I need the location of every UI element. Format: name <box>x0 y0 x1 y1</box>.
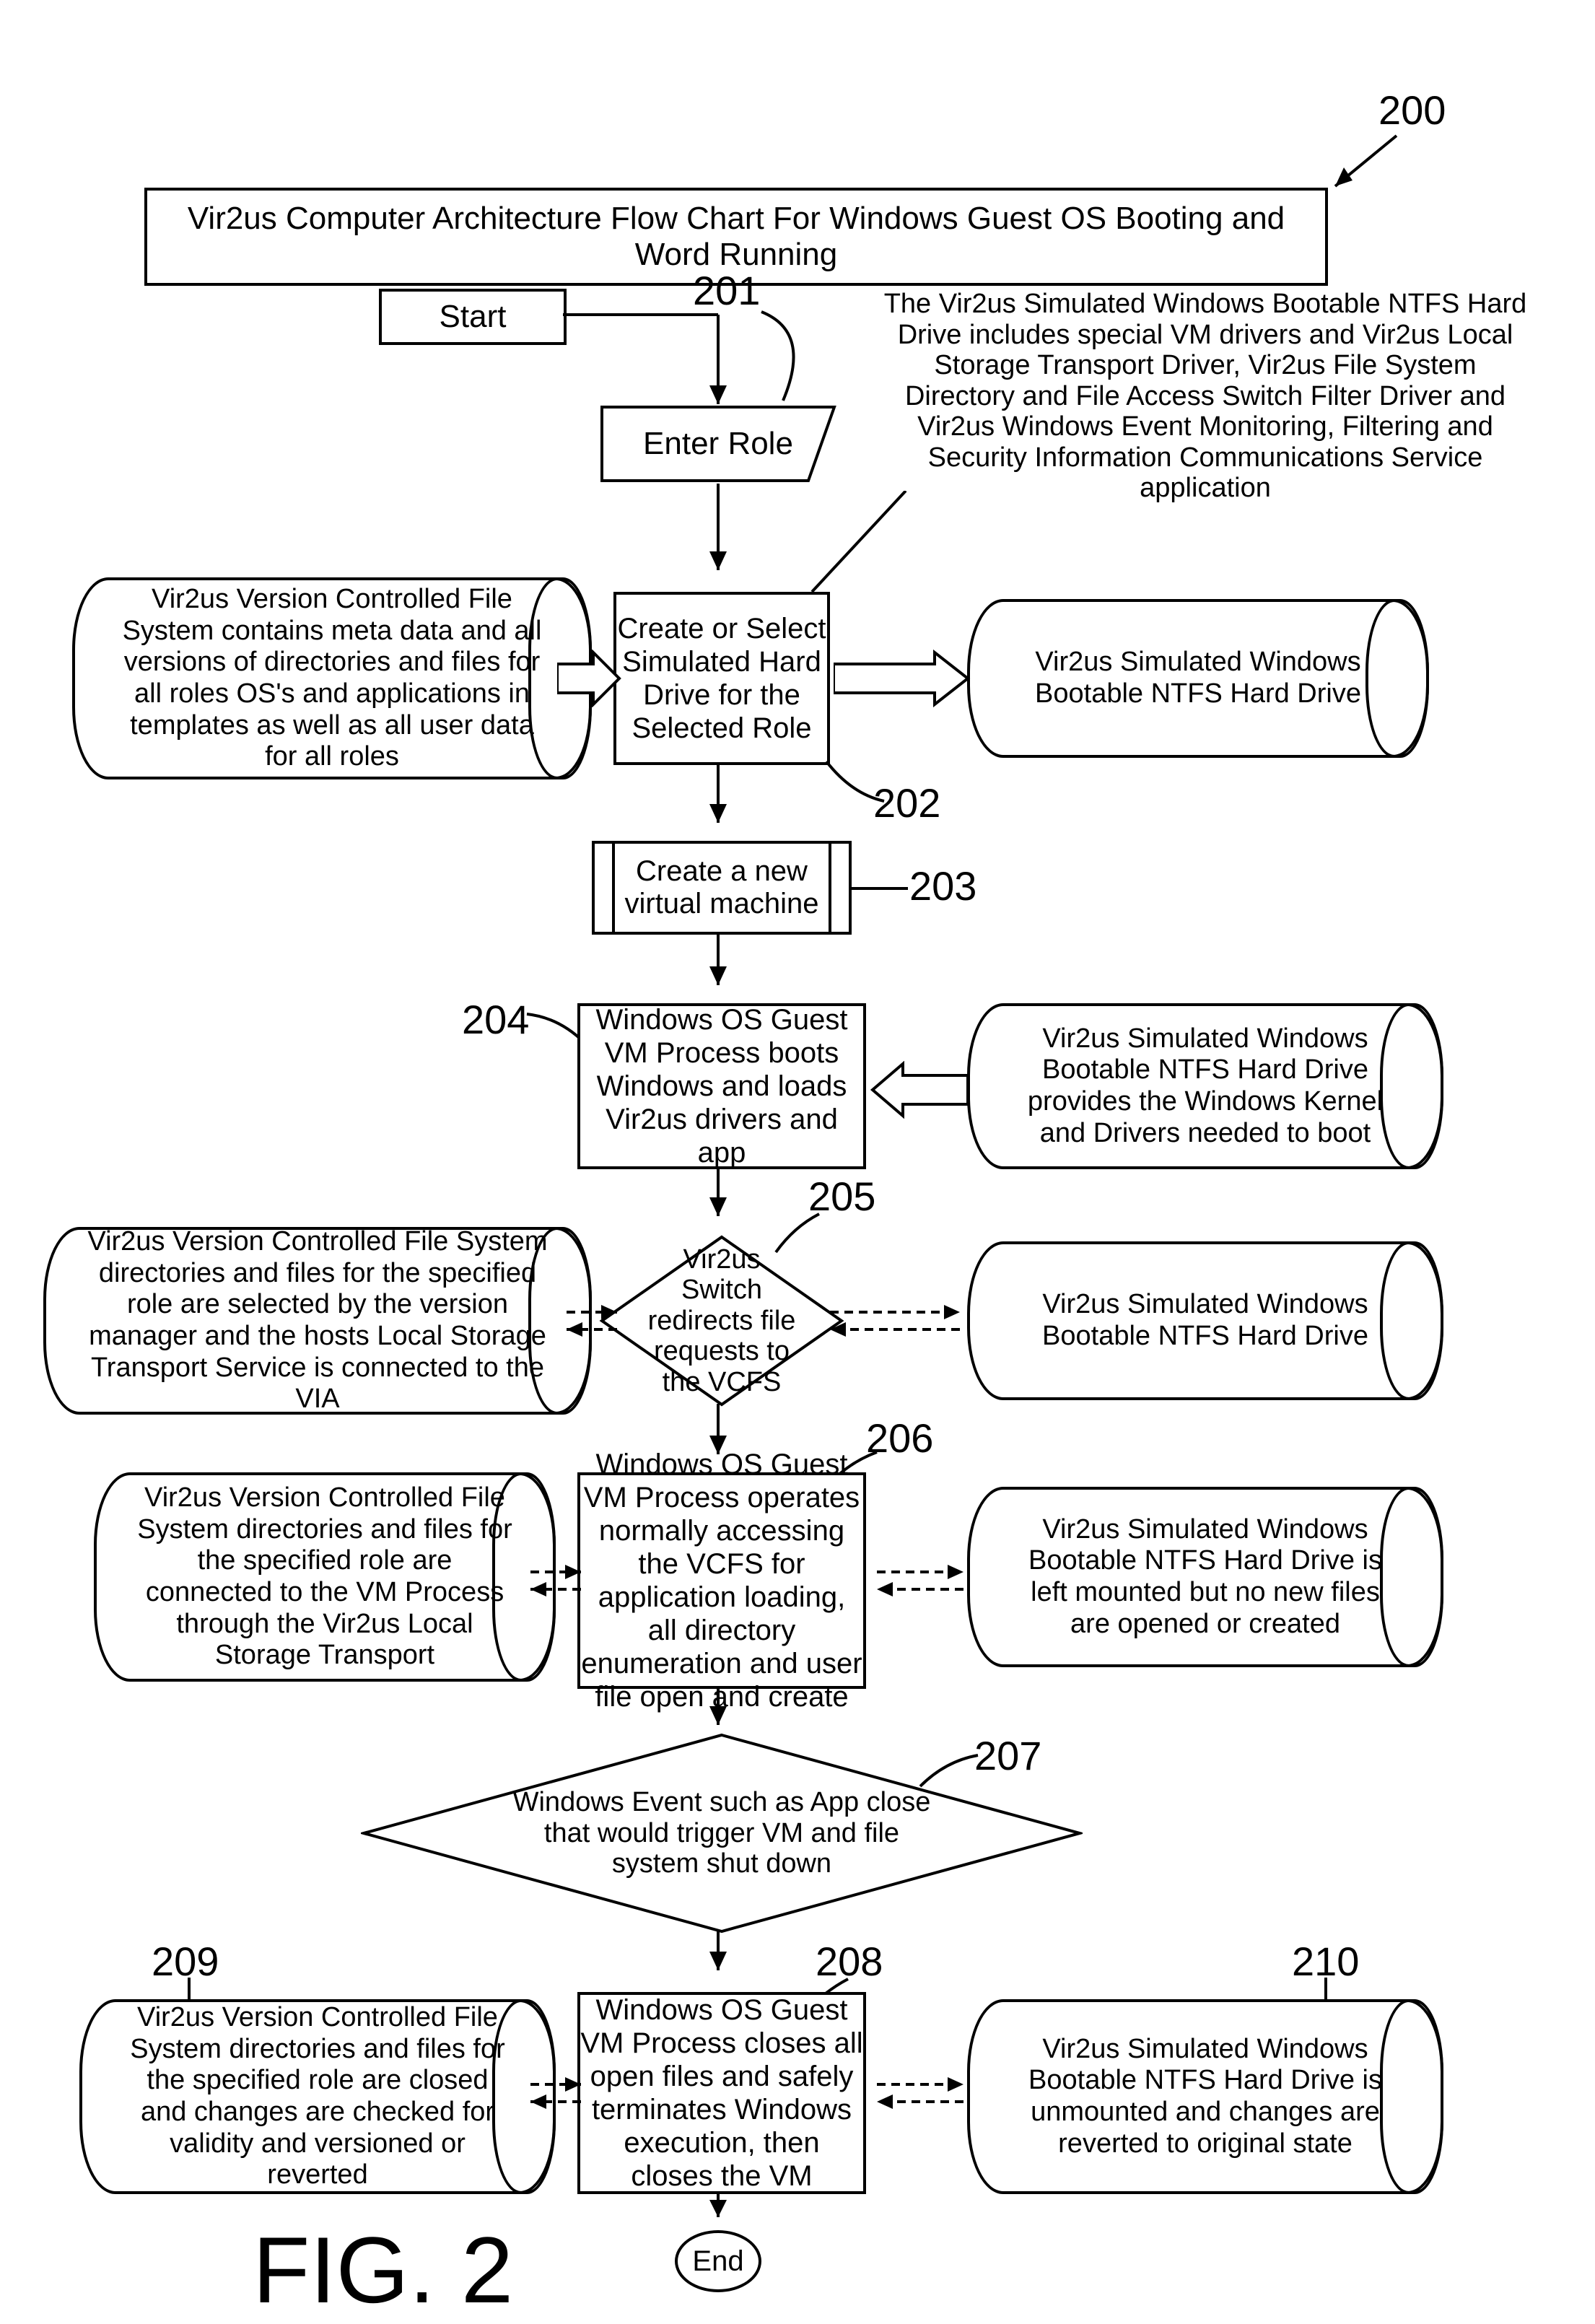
cylinder-vcfs-role-selected: Vir2us Version Controlled File System di… <box>43 1227 592 1415</box>
arrow-204-205 <box>709 1169 727 1238</box>
dashed-arrow-l-206 <box>520 1559 592 1602</box>
cylinder-vcfs-meta: Vir2us Version Controlled File System co… <box>72 577 592 779</box>
leader-202 <box>823 758 888 808</box>
block-arrow-r-202 <box>834 650 971 707</box>
figure-ref-200: 200 <box>1378 87 1446 134</box>
enter-role-label: Enter Role <box>599 404 837 484</box>
arrow-202-203 <box>709 765 727 844</box>
end-terminator: End <box>675 2230 761 2292</box>
ref-201: 201 <box>693 267 760 314</box>
cylinder-ntfs-1: Vir2us Simulated Windows Bootable NTFS H… <box>967 599 1429 758</box>
cylinder-ntfs-4: Vir2us Simulated Windows Bootable NTFS H… <box>967 1487 1443 1667</box>
ref-204: 204 <box>462 996 529 1043</box>
arrow-200 <box>1321 130 1407 195</box>
dashed-arrow-l-208 <box>520 2071 592 2115</box>
dashed-arrow-r-208 <box>866 2071 974 2115</box>
cylinder-vcfs-connected: Vir2us Version Controlled File System di… <box>94 1472 556 1682</box>
leader-201 <box>754 310 834 404</box>
leader-207 <box>917 1754 982 1790</box>
cylinder-ntfs-3: Vir2us Simulated Windows Bootable NTFS H… <box>967 1241 1443 1400</box>
arrow-203-204 <box>709 935 727 1007</box>
block-arrow-r-204 <box>870 1061 971 1119</box>
cylinder-ntfs-5: Vir2us Simulated Windows Bootable NTFS H… <box>967 1999 1443 2194</box>
process-202: Create or Select Simulated Hard Drive fo… <box>613 592 830 765</box>
arrow-enter-202 <box>709 484 727 592</box>
process-204: Windows OS Guest VM Process boots Window… <box>577 1003 866 1169</box>
dashed-arrow-r-206 <box>866 1559 974 1602</box>
figure-label: FIG. 2 <box>253 2216 513 2324</box>
decision-207-label: Windows Event such as App close that wou… <box>361 1787 1083 1879</box>
leader-203 <box>852 884 909 893</box>
cylinder-vcfs-closed: Vir2us Version Controlled File System di… <box>79 1999 556 2194</box>
process-206: Windows OS Guest VM Process operates nor… <box>577 1472 866 1689</box>
enter-role-input: Enter Role <box>599 404 837 484</box>
flowchart-canvas: 200 Vir2us Computer Architecture Flow Ch… <box>0 0 1595 2205</box>
decision-205: Vir2us Switch redirects file requests to… <box>599 1234 844 1407</box>
decision-205-label: Vir2us Switch redirects file requests to… <box>599 1244 844 1398</box>
arrow-207-208 <box>709 1931 727 1992</box>
cylinder-ntfs-2: Vir2us Simulated Windows Bootable NTFS H… <box>967 1003 1443 1169</box>
subprocess-203: Create a new virtual machine <box>592 841 852 935</box>
start-box: Start <box>379 289 567 345</box>
process-208: Windows OS Guest VM Process closes all o… <box>577 1992 866 2194</box>
block-arrow-l-202 <box>557 650 622 707</box>
note-simulated-drive: The Vir2us Simulated Windows Bootable NT… <box>880 289 1530 504</box>
ref-203: 203 <box>909 862 976 909</box>
leader-note <box>805 491 913 599</box>
ref-207: 207 <box>974 1732 1041 1779</box>
